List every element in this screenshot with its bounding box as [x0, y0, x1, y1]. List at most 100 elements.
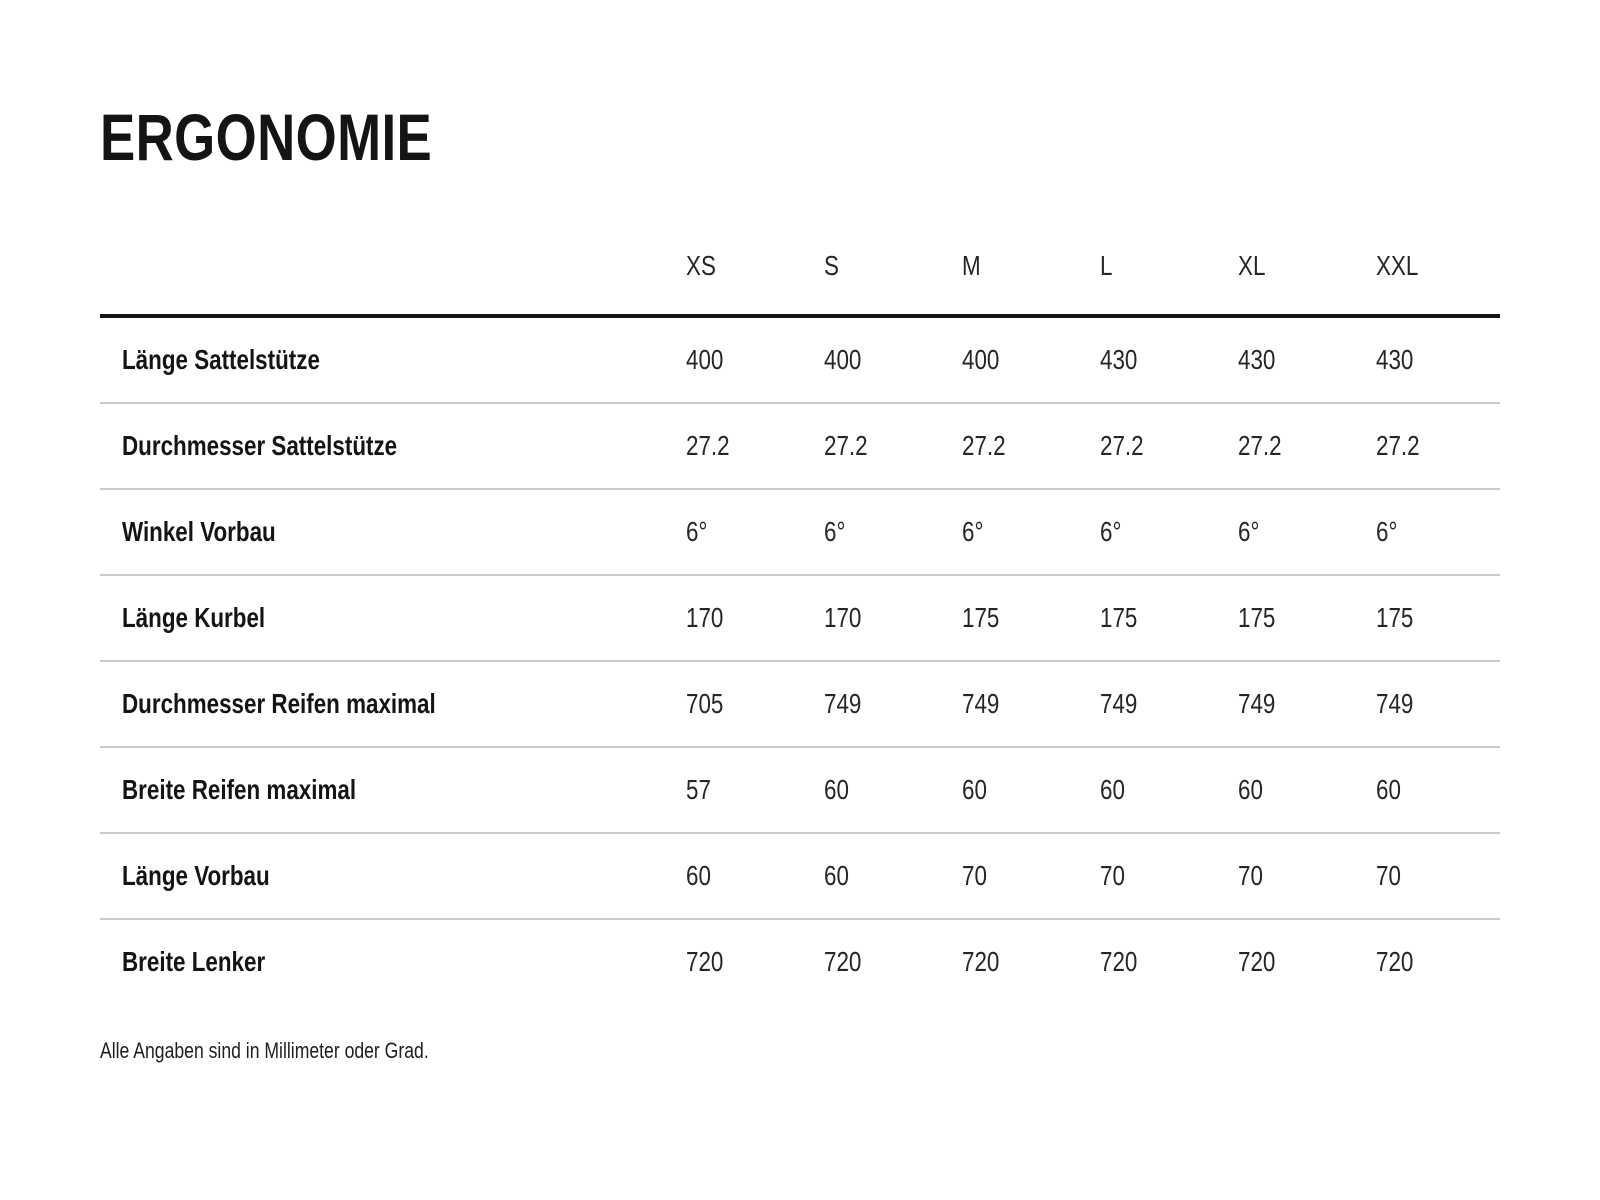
spec-value: 6°	[1100, 489, 1238, 575]
spec-value: 720	[686, 919, 824, 1004]
table-row: Winkel Vorbau 6° 6° 6° 6° 6° 6°	[100, 489, 1500, 575]
size-column-header: XS	[686, 170, 824, 318]
spec-value-text: 170	[824, 602, 862, 633]
spec-row-label: Durchmesser Sattelstütze	[100, 403, 686, 489]
spec-value: 430	[1100, 316, 1238, 403]
spec-value: 175	[1238, 575, 1376, 661]
spec-value-text: 60	[962, 774, 987, 805]
spec-value: 70	[962, 833, 1100, 919]
spec-value: 70	[1100, 833, 1238, 919]
size-column-header: L	[1100, 170, 1238, 318]
spec-value: 749	[1100, 661, 1238, 747]
spec-value: 400	[686, 316, 824, 403]
size-column-header: XL	[1238, 170, 1376, 318]
spec-value: 705	[686, 661, 824, 747]
spec-value-text: 27.2	[1238, 430, 1282, 461]
spec-row-label-text: Breite Lenker	[122, 946, 266, 977]
spec-value: 400	[824, 316, 962, 403]
table-row: Länge Vorbau 60 60 70 70 70 70	[100, 833, 1500, 919]
spec-value: 175	[1376, 575, 1500, 661]
table-row: Durchmesser Reifen maximal 705 749 749 749 74…	[100, 661, 1500, 747]
spec-value: 27.2	[1376, 403, 1500, 489]
spec-value-text: 6°	[824, 516, 846, 547]
spec-value: 430	[1238, 316, 1376, 403]
spec-value-text: 749	[1376, 688, 1414, 719]
spec-value: 430	[1376, 316, 1500, 403]
spec-value-text: 60	[824, 774, 849, 805]
spec-row-label: Breite Lenker	[100, 919, 686, 1004]
spec-value-text: 27.2	[1100, 430, 1144, 461]
spec-value: 60	[1376, 747, 1500, 833]
spec-value: 6°	[686, 489, 824, 575]
size-column-header-text: M	[962, 250, 981, 281]
spec-value: 720	[1100, 919, 1238, 1004]
spec-value: 170	[824, 575, 962, 661]
spec-value-text: 720	[686, 946, 724, 977]
spec-row-label: Durchmesser Reifen maximal	[100, 661, 686, 747]
spec-value: 720	[824, 919, 962, 1004]
spec-value: 60	[824, 747, 962, 833]
spec-value: 70	[1376, 833, 1500, 919]
spec-value-text: 27.2	[824, 430, 868, 461]
spec-value: 749	[962, 661, 1100, 747]
spec-row-label-text: Länge Vorbau	[122, 860, 270, 891]
page-title-text: ERGONOMIE	[100, 100, 433, 174]
spec-value: 720	[1376, 919, 1500, 1004]
spec-row-label-text: Winkel Vorbau	[122, 516, 276, 547]
spec-value-text: 430	[1376, 344, 1414, 375]
table-row: Länge Kurbel 170 170 175 175 175 175	[100, 575, 1500, 661]
spec-value: 70	[1238, 833, 1376, 919]
spec-rows: Länge Sattelstütze 400 400 400 430 430 430 Durc…	[100, 316, 1500, 1004]
size-column-header-text: L	[1100, 250, 1113, 281]
spec-value: 27.2	[1100, 403, 1238, 489]
spec-value-text: 60	[1100, 774, 1125, 805]
spec-value: 6°	[824, 489, 962, 575]
size-header-row: XS S M L XL XXL	[100, 170, 1500, 318]
spec-value-text: 430	[1238, 344, 1276, 375]
size-column-header: M	[962, 170, 1100, 318]
spec-value-text: 70	[1376, 860, 1401, 891]
size-column-header: S	[824, 170, 962, 318]
size-column-header-text: XS	[686, 250, 716, 281]
spec-value-text: 175	[1238, 602, 1276, 633]
spec-value-text: 749	[824, 688, 862, 719]
spec-value-text: 720	[962, 946, 1000, 977]
spec-value: 6°	[1238, 489, 1376, 575]
spec-value: 6°	[1376, 489, 1500, 575]
spec-value-text: 175	[1376, 602, 1414, 633]
spec-value: 175	[962, 575, 1100, 661]
spec-value-text: 720	[1376, 946, 1414, 977]
units-footnote-text: Alle Angaben sind in Millimeter oder Gra…	[100, 1038, 429, 1063]
spec-row-label: Länge Kurbel	[100, 575, 686, 661]
spec-value: 170	[686, 575, 824, 661]
spec-value: 720	[1238, 919, 1376, 1004]
spec-row-label-text: Breite Reifen maximal	[122, 774, 357, 805]
size-column-header-text: S	[824, 250, 839, 281]
spec-value: 27.2	[686, 403, 824, 489]
spec-value: 175	[1100, 575, 1238, 661]
spec-value-text: 749	[962, 688, 1000, 719]
ergonomics-table: XS S M L XL XXL Länge Sattelstütze 400 400 400 43…	[100, 170, 1500, 1004]
spec-value-text: 175	[962, 602, 1000, 633]
spec-value: 6°	[962, 489, 1100, 575]
spec-value: 400	[962, 316, 1100, 403]
spec-value: 749	[824, 661, 962, 747]
spec-value: 60	[1238, 747, 1376, 833]
spec-value-text: 70	[1100, 860, 1125, 891]
spec-value-text: 57	[686, 774, 711, 805]
spec-value-text: 6°	[686, 516, 708, 547]
spec-value-text: 720	[1238, 946, 1276, 977]
spec-value-text: 749	[1100, 688, 1138, 719]
spec-value: 720	[962, 919, 1100, 1004]
spec-value-text: 749	[1238, 688, 1276, 719]
spec-name-header	[100, 170, 686, 318]
spec-value-text: 27.2	[686, 430, 730, 461]
spec-value-text: 6°	[1100, 516, 1122, 547]
spec-row-label: Winkel Vorbau	[100, 489, 686, 575]
spec-row-label-text: Durchmesser Reifen maximal	[122, 688, 436, 719]
ergonomics-section: ERGONOMIE XS S M L XL XXL Länge Sattelstütze 4…	[100, 104, 1500, 1063]
spec-row-label-text: Länge Kurbel	[122, 602, 266, 633]
spec-value-text: 60	[686, 860, 711, 891]
spec-row-label: Länge Vorbau	[100, 833, 686, 919]
page-title: ERGONOMIE	[100, 104, 1500, 170]
